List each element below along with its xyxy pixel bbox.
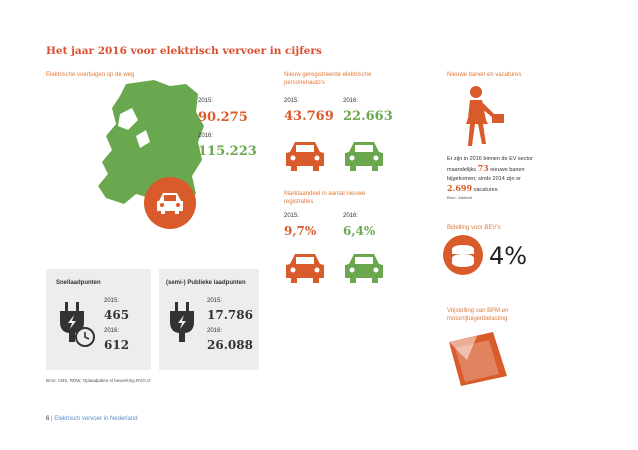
registrations-year2-value: 22.663 <box>343 109 393 124</box>
public-charge-year2-value: 26.088 <box>207 338 253 352</box>
jobs-text-line3: bijgekomen; sinds 2014 zijn er <box>447 176 521 182</box>
jobs-vacancies-count: 2.699 <box>447 183 473 193</box>
source-note: Bron: CBS, RDW, Oplaadpalen.nl bewerking… <box>46 378 151 383</box>
fast-charge-year2-value: 612 <box>104 338 130 352</box>
car-green-icon <box>345 254 383 283</box>
fast-charge-year2-label: 2016: <box>104 328 120 334</box>
fast-charge-year1-label: 2015: <box>104 298 120 304</box>
market-share-year2-label: 2016: <box>343 213 359 219</box>
coins-icon <box>443 235 483 275</box>
vehicles-year1-value: 90.275 <box>198 110 248 125</box>
jobs-source: Bron: Jobfeed <box>447 195 472 200</box>
jobs-text-line4-post: vacatures. <box>473 187 499 193</box>
fast-charge-heading: Snellaadpunten <box>56 280 101 286</box>
public-charge-year1-value: 17.786 <box>207 308 253 322</box>
jobs-monthly-count: 73 <box>477 163 489 173</box>
market-share-year1-value: 9,7% <box>284 224 317 238</box>
vehicles-year2-label: 2016: <box>198 133 214 139</box>
vehicles-year1-label: 2015: <box>198 98 214 104</box>
car-icon <box>157 193 183 214</box>
businesswoman-icon <box>466 86 504 146</box>
jobs-heading: Nieuwe banen en vacatures <box>447 72 522 78</box>
jobs-text: Er zijn in 2016 binnen de EV sector maan… <box>447 155 557 195</box>
jobs-text-line2-post: nieuwe banen <box>490 167 525 173</box>
charging-plug-icon <box>170 302 194 342</box>
charging-plug-clock-icon <box>60 302 95 347</box>
market-share-year2-value: 6,4% <box>343 224 376 238</box>
vehicles-year2-value: 115.223 <box>198 144 257 159</box>
jobs-text-line2: maandelijks 73 nieuwe banen <box>447 164 557 175</box>
footer-divider: | <box>51 416 53 422</box>
footer-text: Elektrisch vervoer in Nederland <box>54 416 138 422</box>
jobs-text-line2-pre: maandelijks <box>447 167 477 173</box>
exemption-heading: Vrijstelling van BPM en motorrijtuigenbe… <box>447 307 508 323</box>
page-number: 6 <box>46 416 50 422</box>
public-charge-heading: (semi-) Publieke laadpunten <box>166 280 246 286</box>
vehicles-heading: Elektrische voertuigen op de weg <box>46 72 135 78</box>
jobs-text-line4: 2.699 vacatures. <box>447 184 557 195</box>
public-charge-year1-label: 2015: <box>207 298 223 304</box>
registrations-heading: Nieuw geregistreerde elektrische persone… <box>284 72 372 86</box>
jobs-text-line1: Er zijn in 2016 binnen de EV sector <box>447 156 533 162</box>
fast-charge-year1-value: 465 <box>104 308 130 322</box>
tax-heading: Bijtelling voor BEV's <box>447 225 501 231</box>
registrations-year1-label: 2015: <box>284 98 300 104</box>
market-share-year1-label: 2015: <box>284 213 300 219</box>
public-charge-year2-label: 2016: <box>207 328 223 334</box>
vehicle-circle-icon <box>144 177 196 229</box>
tax-value: 4% <box>489 242 528 270</box>
ticket-icon <box>449 332 507 386</box>
car-orange-icon <box>286 142 324 171</box>
footer: 6 | Elektrisch vervoer in Nederland <box>46 416 138 422</box>
page-title: Het jaar 2016 voor elektrisch vervoer in… <box>46 45 322 57</box>
car-green-icon <box>345 142 383 171</box>
exemption-heading-line2: motorrijtuigenbelasting <box>447 316 508 322</box>
market-share-heading: Marktaandeel in aantal nieuwe registrati… <box>284 191 366 205</box>
exemption-heading-line1: Vrijstelling van BPM en <box>447 308 509 314</box>
registrations-year2-label: 2016: <box>343 98 359 104</box>
car-orange-icon <box>286 254 324 283</box>
registrations-year1-value: 43.769 <box>284 109 334 124</box>
